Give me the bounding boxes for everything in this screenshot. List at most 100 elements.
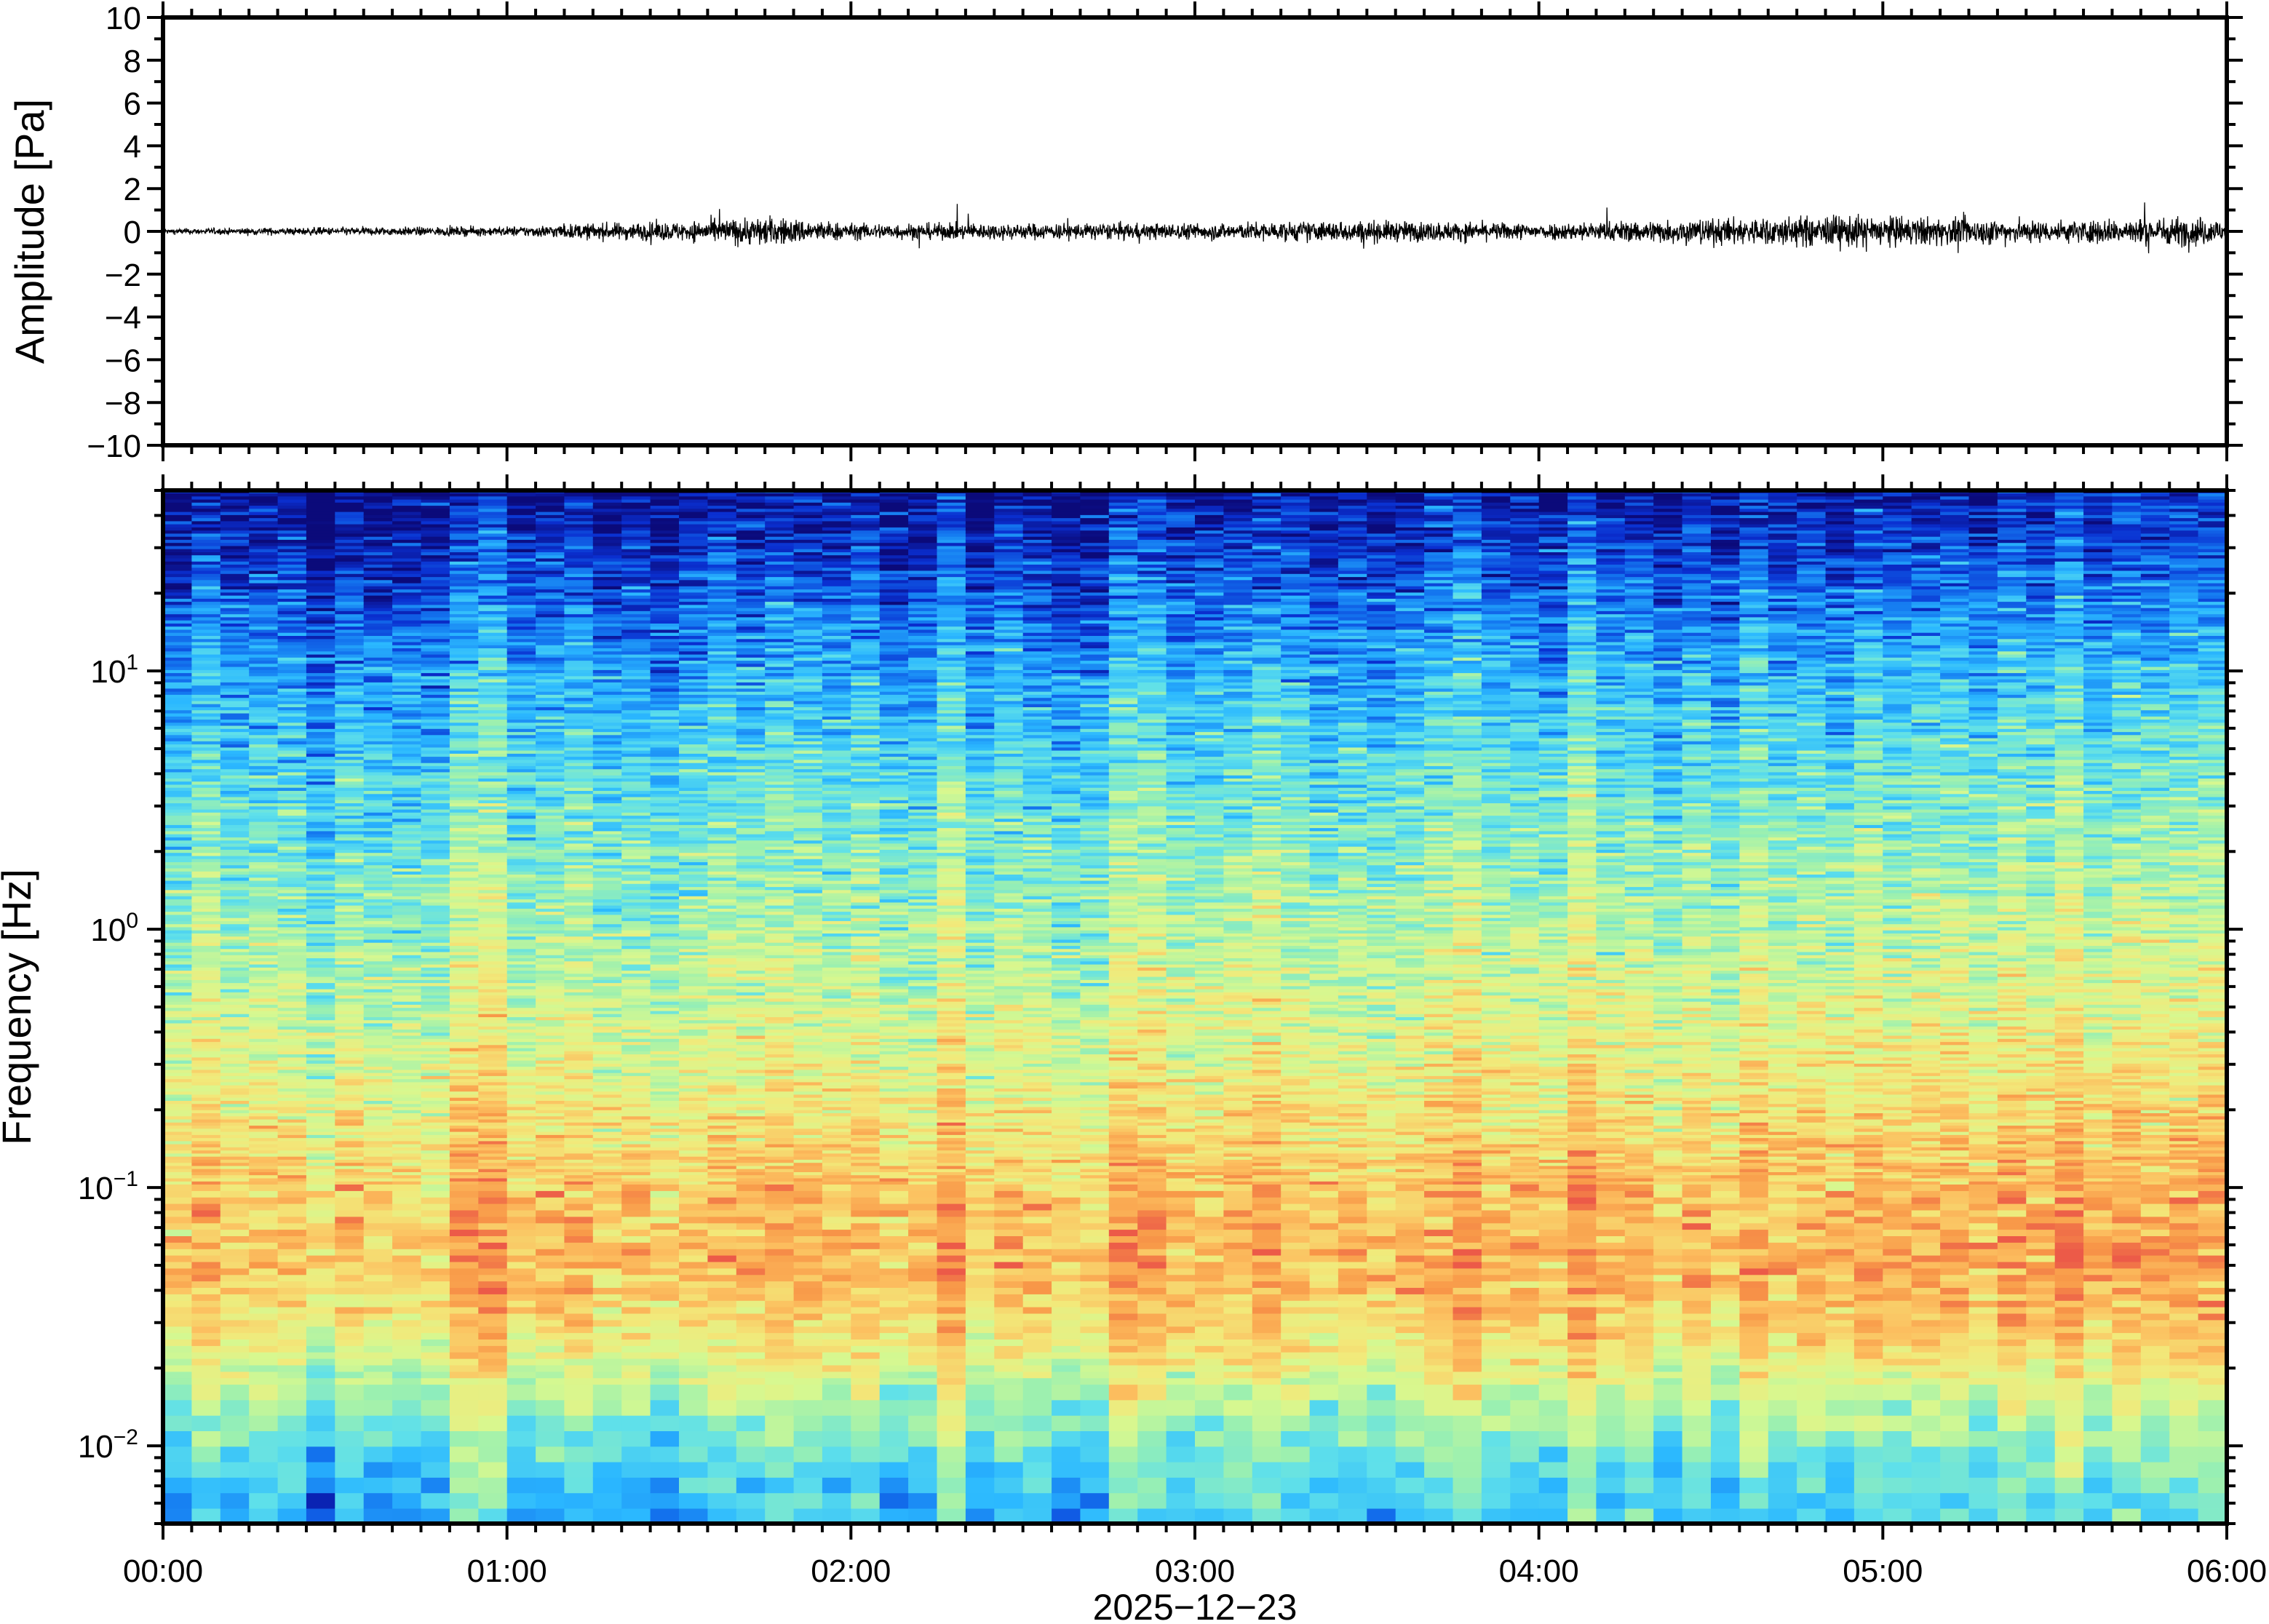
spectrogram-cell	[478, 1134, 508, 1139]
spectrogram-cell	[163, 1377, 193, 1385]
spectrogram-cell	[478, 1066, 508, 1070]
spectrogram-cell	[621, 1345, 651, 1353]
spectrogram-cell	[163, 1155, 193, 1160]
spectrogram-cell	[449, 1332, 480, 1340]
spectrogram-cell	[478, 700, 508, 704]
amplitude-tick-label: 10	[106, 1, 141, 36]
spectrogram-cell	[306, 1261, 336, 1269]
spectrogram-cell	[249, 827, 279, 832]
spectrogram-cell	[249, 774, 279, 779]
spectrogram-cell	[306, 954, 336, 958]
spectrogram-cell	[335, 749, 365, 754]
spectrogram-cell	[335, 653, 365, 658]
spectrogram-cell	[363, 653, 393, 658]
spectrogram-cell	[506, 1430, 536, 1447]
spectrogram-cell	[363, 951, 393, 955]
spectrogram-cell	[277, 877, 307, 881]
spectrogram-cell	[163, 1000, 193, 1005]
spectrogram-cell	[191, 1477, 221, 1494]
spectrogram-cell	[478, 1056, 508, 1061]
spectrogram-cell	[335, 892, 365, 896]
spectrogram-cell	[277, 1492, 307, 1509]
spectrogram-cell	[335, 635, 365, 640]
spectrogram-cell	[306, 505, 336, 509]
spectrogram-cell	[220, 744, 250, 748]
spectrogram-cell	[277, 1326, 307, 1334]
spectrogram-cell	[220, 573, 250, 578]
spectrogram-cell	[363, 545, 393, 549]
spectrogram-cell	[421, 1184, 450, 1191]
spectrogram-cell	[191, 511, 221, 515]
spectrogram-cell	[306, 582, 336, 586]
spectrogram-cell	[277, 929, 307, 934]
spectrogram-cell	[277, 1103, 307, 1107]
spectrogram-cell	[306, 827, 336, 832]
spectrogram-cell	[421, 493, 450, 497]
spectrogram-cell	[506, 1196, 536, 1204]
spectrogram-cell	[536, 1216, 565, 1224]
spectrogram-cell	[392, 926, 422, 931]
spectrogram-cell	[449, 1209, 480, 1217]
spectrogram-cell	[363, 700, 393, 704]
spectrogram-cell	[277, 632, 307, 636]
spectrogram-cell	[163, 523, 193, 528]
spectrogram-cell	[220, 1118, 250, 1123]
spectrogram-cell	[449, 498, 480, 503]
spectrogram-cell	[478, 1261, 508, 1269]
spectrogram-cell	[421, 784, 450, 788]
spectrogram-cell	[277, 830, 307, 835]
spectrogram-cell	[191, 1044, 221, 1048]
spectrogram-cell	[421, 1100, 450, 1104]
spectrogram-cell	[163, 1209, 193, 1217]
spectrogram-cell	[506, 1171, 536, 1176]
spectrogram-cell	[392, 1025, 422, 1030]
spectrogram-cell	[421, 1414, 450, 1431]
spectrogram-cell	[335, 1137, 365, 1142]
spectrogram-cell	[220, 502, 250, 506]
spectrogram-cell	[449, 567, 480, 571]
spectrogram-cell	[421, 648, 450, 652]
spectrogram-cell	[335, 1066, 365, 1070]
spectrogram-cell	[277, 672, 307, 677]
spectrogram-cell	[478, 1150, 508, 1154]
spectrogram-cell	[392, 613, 422, 618]
spectrogram-cell	[363, 1384, 393, 1401]
spectrogram-cell	[363, 799, 393, 803]
spectrogram-cell	[191, 744, 221, 748]
spectrogram-cell	[421, 1081, 450, 1086]
spectrogram-cell	[249, 1051, 279, 1055]
spectrogram-cell	[163, 731, 193, 736]
spectrogram-cell	[220, 1430, 250, 1447]
spectrogram-cell	[478, 703, 508, 707]
spectrogram-cell	[335, 545, 365, 549]
spectrogram-cell	[421, 1147, 450, 1151]
spectrogram-cell	[191, 610, 221, 615]
spectrogram-cell	[277, 942, 307, 946]
spectrogram-cell	[191, 1019, 221, 1024]
spectrogram-cell	[449, 626, 480, 630]
spectrogram-cell	[163, 896, 193, 900]
spectrogram-cell	[363, 768, 393, 773]
spectrogram-cell	[621, 1384, 651, 1401]
spectrogram-cell	[306, 833, 336, 837]
spectrogram-cell	[621, 1203, 651, 1211]
spectrogram-cell	[335, 613, 365, 618]
spectrogram-cell	[277, 520, 307, 525]
spectrogram-cell	[163, 1477, 193, 1494]
spectrogram-cell	[392, 527, 422, 531]
spectrogram-cell	[363, 1054, 393, 1058]
spectrogram-cell	[335, 623, 365, 627]
spectrogram-cell	[163, 762, 193, 766]
spectrogram-cell	[621, 1248, 651, 1256]
spectrogram-cell	[363, 1109, 393, 1113]
spectrogram-cell	[163, 793, 193, 797]
spectrogram-cell	[191, 607, 221, 611]
spectrogram-cell	[421, 796, 450, 800]
spectrogram-cell	[449, 784, 480, 788]
spectrogram-cell	[421, 756, 450, 760]
spectrogram-cell	[564, 1364, 594, 1372]
spectrogram-cell	[392, 1235, 422, 1243]
spectrogram-cell	[335, 1216, 365, 1224]
spectrogram-cell	[335, 784, 365, 788]
spectrogram-cell	[249, 722, 279, 726]
